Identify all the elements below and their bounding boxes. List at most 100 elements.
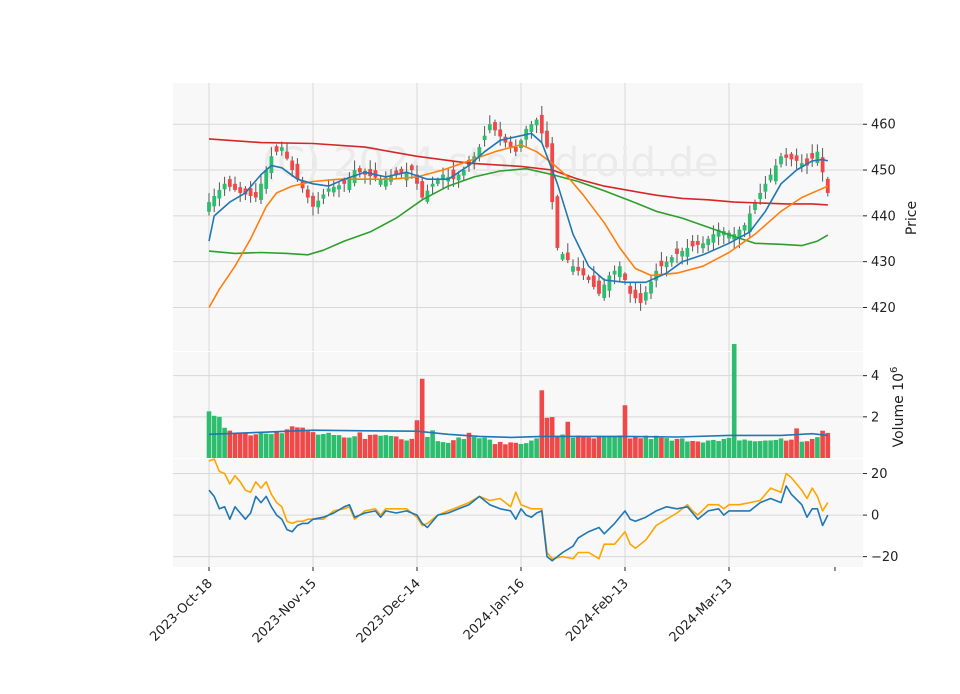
volume-bar (794, 428, 799, 458)
volume-bar (747, 440, 753, 458)
candle-body (675, 248, 679, 255)
price-candle (581, 260, 586, 281)
volume-bar (622, 405, 628, 458)
y-tick-label: 430 (871, 255, 896, 270)
candle-body (820, 157, 825, 173)
price-candle (212, 188, 217, 213)
candle-body (555, 196, 560, 248)
candle-body (586, 276, 591, 280)
volume-scale-exponent: 6 (889, 367, 900, 373)
price-candle (607, 271, 612, 298)
price-candle (539, 105, 544, 143)
volume-bar (778, 438, 784, 458)
price-candle (727, 230, 731, 244)
volume-bar (565, 421, 571, 458)
price-candle (597, 275, 601, 297)
volume-bar (773, 439, 779, 458)
volume-bar (331, 434, 337, 458)
price-panel-background (173, 83, 863, 351)
volume-bar (445, 442, 451, 458)
price-candle (305, 185, 310, 204)
candle-body (269, 156, 274, 174)
volume-bar (586, 437, 591, 458)
candle-body (773, 165, 778, 182)
price-y-axis: 420 430 440 450 460 (863, 118, 896, 316)
volume-bar (529, 440, 534, 458)
price-candle (368, 160, 373, 185)
candle-body (591, 275, 596, 287)
price-candle (675, 241, 679, 264)
volume-bar (217, 416, 222, 458)
volume-bar (451, 440, 456, 458)
candle-body (243, 188, 248, 195)
volume-bar (752, 441, 758, 458)
y-tick-label: 20 (871, 467, 888, 482)
volume-bar (820, 430, 825, 458)
x-tick-label: 2023-Nov-15 (250, 576, 320, 646)
volume-bar (263, 433, 269, 458)
volume-bar (523, 443, 529, 458)
candle-body (222, 183, 227, 190)
price-candle (576, 257, 581, 276)
candle-body (498, 129, 503, 137)
oscillator-line-blue (208, 485, 829, 562)
volume-bar (237, 433, 243, 458)
price-candle (617, 261, 622, 282)
candle-body (290, 160, 295, 171)
price-candle (794, 148, 799, 169)
oscillator-lines (208, 458, 829, 562)
volume-bar (591, 438, 597, 458)
candle-body (368, 168, 373, 177)
candle-body (508, 141, 513, 148)
volume-bar (305, 431, 311, 458)
candle-body (435, 179, 440, 184)
candle-body (279, 147, 284, 151)
y-tick-label: 440 (871, 209, 896, 224)
volume-bar (768, 440, 773, 458)
candle-body (227, 179, 232, 187)
price-candle (763, 176, 768, 199)
volume-bar (633, 436, 638, 458)
price-candle (383, 171, 388, 190)
volume-bar (227, 430, 233, 458)
candle-body (420, 181, 425, 198)
price-candle (815, 144, 820, 166)
price-candle (799, 154, 804, 173)
candle-body (768, 174, 773, 181)
volume-bar (575, 435, 581, 458)
y-tick-label: 0 (871, 509, 879, 524)
volume-bar (555, 435, 560, 458)
candle-body (763, 183, 768, 192)
price-marks (207, 105, 830, 311)
candle-body (779, 156, 783, 165)
candle-body (285, 151, 289, 159)
volume-bar (705, 440, 711, 458)
candle-body (513, 147, 518, 152)
volume-bar (627, 438, 633, 458)
volume-bar (508, 442, 513, 458)
candle-body (539, 114, 544, 134)
candle-body (259, 183, 263, 200)
volume-bar (367, 434, 373, 458)
volume-bar (539, 390, 545, 458)
price-candle (602, 278, 607, 301)
volume-bar (206, 411, 212, 458)
volume-bar (690, 440, 695, 458)
candle-body (409, 165, 414, 171)
candle-body (581, 268, 586, 276)
candle-body (399, 168, 404, 174)
candle-body (602, 284, 607, 298)
volume-bar (248, 435, 253, 458)
candle-body (207, 202, 211, 212)
price-candle (550, 136, 555, 210)
volume-bar (809, 438, 815, 458)
candle-body (597, 280, 601, 294)
volume-bar (347, 437, 352, 458)
oscillator-panel-background (173, 459, 863, 567)
candle-body (716, 229, 721, 237)
volume-y-axis-label: Volume 106 (889, 367, 907, 448)
volume-bar (258, 432, 264, 458)
volume-bar (700, 442, 706, 458)
volume-bar (456, 437, 461, 458)
volume-bar (497, 441, 503, 458)
